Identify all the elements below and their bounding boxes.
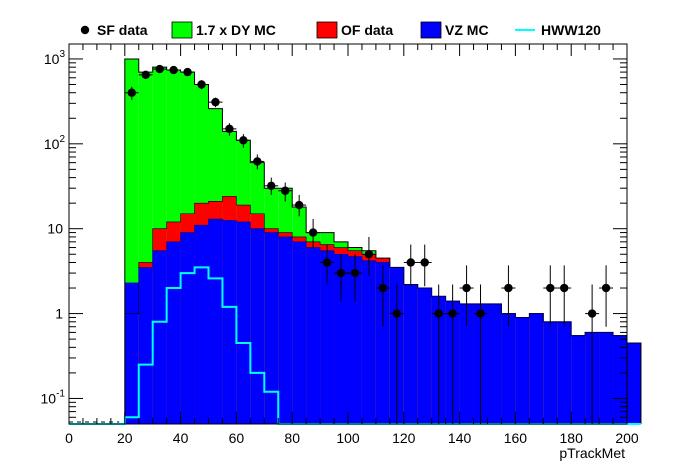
vz-bar [487,303,502,424]
x-tick-label: 140 [448,430,472,446]
sf-data-point [434,309,443,318]
vz-bar [320,250,335,424]
vz-bar [292,241,307,424]
sf-data-point [253,157,262,166]
sf-data-point [448,309,457,318]
sf-data-point [267,181,276,191]
vz-bar [194,225,209,424]
sf-data-point [378,283,388,293]
x-tick-label: 180 [560,430,584,446]
legend-label: SF data [97,22,148,38]
legend-swatch [420,21,442,39]
x-tick-label: 60 [229,430,245,446]
sf-data-point [211,97,220,107]
vz-bar [459,303,474,424]
sf-data-point [127,88,136,97]
sf-data-point [141,70,150,80]
sf-data-points [124,64,614,424]
sf-data-point [476,309,485,318]
x-tick-label: 40 [173,430,189,446]
legend-label: OF data [341,22,393,38]
x-tick-label: 20 [117,430,133,446]
sf-data-point [281,186,290,195]
vz-bar [571,335,586,424]
sf-data-point [183,67,192,77]
x-tick-label: 0 [65,430,73,446]
vz-bar [222,220,237,424]
sf-data-point [350,268,360,278]
vz-bar [375,262,390,424]
legend-swatch [316,21,338,39]
vz-bar [599,332,614,424]
sf-data-point [294,200,304,210]
vz-bar [627,343,641,424]
vz-bar [278,236,293,424]
x-tick-label: 200 [615,430,639,446]
y-tick-label: 103 [44,49,66,67]
vz-bar [264,232,279,424]
sf-data-point [504,283,513,293]
plot-frame: 0 20 40 60 80 100 120 140 160 180 200 10-1 1 10 102 103 [41,43,639,446]
histogram-bars [124,58,642,425]
vz-bar [613,335,627,424]
legend-label: 1.7 x DY MC [196,22,276,38]
vz-bar [361,260,376,424]
x-tick-label: 100 [336,430,360,446]
sf-data-point [155,64,164,74]
sf-data-point [560,283,569,293]
y-tick-label: 1 [55,306,63,322]
vz-bar [543,321,558,424]
sf-data-point [406,258,415,267]
vz-bar [124,282,139,424]
sf-data-point [197,80,206,89]
y-tick-label: 10-1 [41,388,66,406]
sf-data-point [364,250,374,259]
x-tick-label: 160 [504,430,528,446]
sf-data-point [587,309,597,318]
vz-bar [515,317,530,424]
vz-bar [348,256,362,424]
vz-bar [166,241,181,424]
legend-swatch [171,21,193,39]
sf-data-point [336,268,346,278]
vz-bar [152,250,167,424]
vz-bar [403,284,418,424]
sf-data-point [322,258,332,267]
vz-bar [250,228,265,424]
vz-bar [501,313,516,424]
sf-data-point [601,283,611,293]
sf-data-point [392,309,402,318]
legend-marker-sf-data [80,25,90,35]
vz-bar [529,313,544,424]
vz-bar [417,288,432,424]
x-tick-label: 80 [284,430,300,446]
sf-data-point [420,258,429,267]
legend-label: VZ MC [445,22,489,38]
sf-data-point [169,65,178,75]
vz-bar [208,219,223,424]
sf-data-point [225,124,234,134]
vz-bar [306,247,321,424]
vz-bar [334,254,348,424]
sf-data-point [462,283,471,293]
vz-bar [236,221,251,424]
vz-bar [138,267,153,424]
sf-data-point [308,228,318,237]
vz-bar [180,232,195,424]
sf-data-point [239,136,248,145]
legend: SF data 1.7 x DY MC OF data VZ MC HWW120 [80,21,601,39]
y-tick-label: 10 [47,221,63,237]
legend-label: HWW120 [541,22,601,38]
sf-data-point [546,283,555,293]
x-tick-label: 120 [392,430,416,446]
vz-bar [557,321,572,424]
x-axis-title: pTrackMet [559,445,625,461]
y-tick-label: 102 [44,134,66,152]
